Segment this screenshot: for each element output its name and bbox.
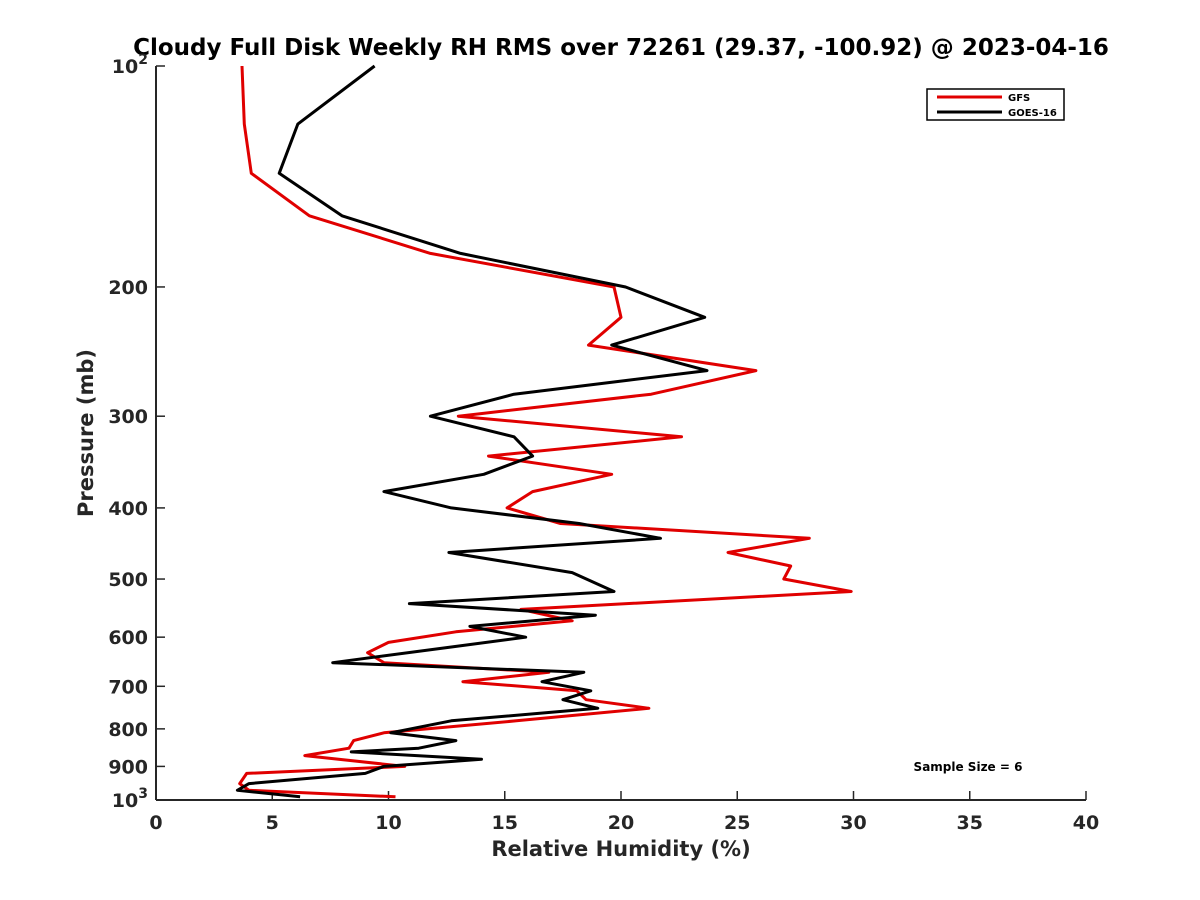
legend-label: GFS (1008, 93, 1030, 104)
y-tick-label: 600 (108, 627, 148, 649)
legend: GFS GOES-16 (926, 88, 1065, 121)
series-line-goes-16 (235, 64, 709, 799)
x-tick-label: 15 (492, 812, 518, 834)
series-layer (235, 64, 853, 799)
x-tick-label: 35 (957, 812, 983, 834)
y-axis-ticks: 102 200 300 400 500 600 700 800 900 103 (108, 52, 165, 812)
legend-label: GOES-16 (1008, 108, 1057, 119)
y-tick-label: 200 (108, 277, 148, 299)
chart-title: Cloudy Full Disk Weekly RH RMS over 7226… (133, 35, 1109, 61)
y-tick-label: 102 (112, 52, 148, 78)
y-tick-label: 900 (108, 756, 148, 778)
y-tick-label: 400 (108, 498, 148, 520)
y-tick-label: 300 (108, 406, 148, 428)
x-axis-label: Relative Humidity (%) (491, 837, 750, 861)
sample-size-annotation: Sample Size = 6 (914, 760, 1023, 774)
x-tick-label: 30 (840, 812, 866, 834)
x-tick-label: 25 (724, 812, 750, 834)
series-line-gfs (238, 65, 853, 799)
y-tick-label: 103 (112, 786, 148, 812)
x-axis-ticks: 0 5 10 15 20 25 30 35 40 (149, 791, 1099, 834)
y-tick-label: 700 (108, 676, 148, 698)
x-tick-label: 0 (149, 812, 162, 834)
y-axis-label: Pressure (mb) (74, 349, 98, 517)
x-tick-label: 5 (266, 812, 279, 834)
legend-box (926, 88, 1065, 121)
x-tick-label: 10 (375, 812, 401, 834)
x-tick-label: 20 (608, 812, 634, 834)
y-tick-label: 500 (108, 569, 148, 591)
y-tick-label: 800 (108, 719, 148, 741)
x-tick-label: 40 (1073, 812, 1099, 834)
